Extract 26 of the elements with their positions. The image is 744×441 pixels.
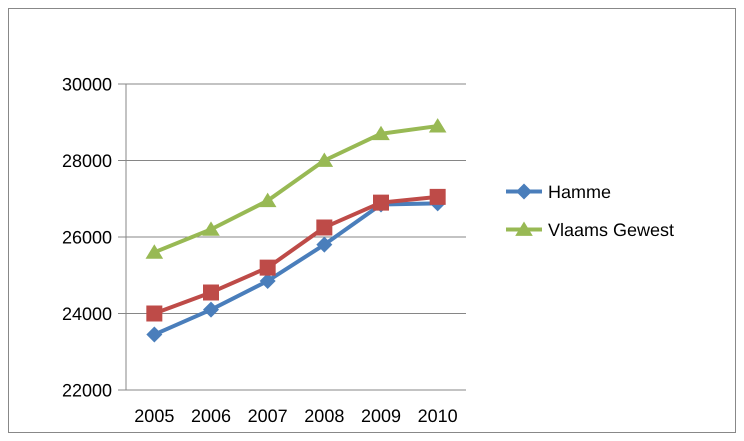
legend-label: Vlaams Gewest [548, 220, 674, 240]
x-tick-label: 2006 [190, 406, 232, 426]
x-tick-label: 2010 [418, 406, 458, 426]
x-tick-label: 2008 [304, 406, 344, 426]
point [316, 219, 332, 236]
point [316, 236, 332, 253]
y-tick-label: 24000 [62, 304, 112, 324]
legend-label: Hamme [548, 182, 612, 202]
x-tick-label: 2005 [134, 406, 174, 426]
point [146, 244, 164, 259]
point [372, 126, 390, 140]
point [146, 306, 162, 322]
point [203, 302, 219, 318]
point [258, 192, 276, 208]
point [430, 188, 446, 205]
point [428, 118, 446, 132]
x-tick-label: 2007 [248, 406, 288, 426]
y-tick-label: 22000 [62, 380, 112, 400]
point [202, 221, 220, 236]
point [146, 326, 162, 343]
y-tick-label: 28000 [62, 150, 112, 171]
y-tick-label: 30000 [62, 74, 112, 94]
x-tick-label: 2009 [360, 406, 402, 426]
y-tick-label: 26000 [62, 227, 112, 248]
point [203, 284, 219, 300]
point [260, 260, 276, 276]
